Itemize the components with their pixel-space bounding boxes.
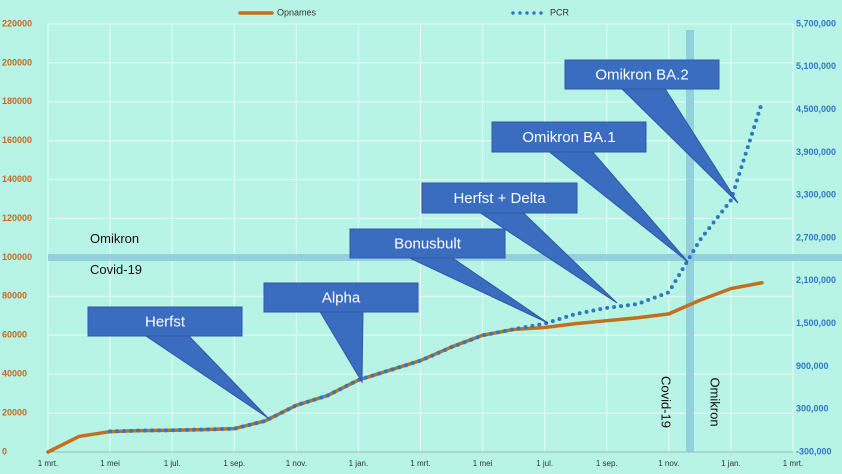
legend-label: Opnames (277, 7, 317, 17)
callout-label: Omikron BA.1 (522, 129, 615, 146)
y-tick-label: 200000 (2, 57, 32, 67)
x-tick-label: 1 nov. (286, 459, 307, 468)
y2-tick-label: 2,100,000 (796, 275, 836, 285)
y2-tick-label: 300,000 (796, 404, 829, 414)
y2-tick-label: 1,500,000 (796, 318, 836, 328)
x-tick-label: 1 sep. (223, 459, 245, 468)
callout-pointer (318, 309, 364, 384)
x-tick-label: 1 jan. (721, 459, 741, 468)
y2-tick-label: 900,000 (796, 361, 829, 371)
legend-label: PCR (550, 7, 570, 17)
callout-pointer (141, 333, 269, 419)
y2-tick-label: 4,500,000 (796, 104, 836, 114)
y2-tick-label: 5,700,000 (796, 18, 836, 28)
x-tick-label: 1 jan. (349, 459, 369, 468)
callout: Herfst (87, 306, 269, 419)
x-tick-label: 1 mrt. (38, 459, 58, 468)
vertical-label: Covid-19 (659, 376, 674, 428)
y-tick-label: 180000 (2, 96, 32, 106)
y2-tick-label: 3,900,000 (796, 147, 836, 157)
y-tick-label: 20000 (2, 407, 27, 417)
y2-tick-label: 2,700,000 (796, 232, 836, 242)
callout-label: Bonusbult (394, 235, 462, 252)
y-tick-label: 60000 (2, 330, 27, 340)
callout-pointer (405, 255, 549, 324)
callout-label: Alpha (322, 289, 361, 306)
x-tick-label: 1 jul. (536, 459, 553, 468)
x-tick-label: 1 mrt. (410, 459, 430, 468)
vertical-label: Omikron (708, 377, 723, 426)
x-tick-label: 1 sep. (596, 459, 618, 468)
callout-box (421, 182, 578, 214)
callout-label: Herfst + Delta (453, 190, 546, 207)
reference-label: Omikron (90, 231, 139, 246)
x-tick-label: 1 jul. (164, 459, 181, 468)
x-tick-label: 1 nov. (658, 459, 679, 468)
reference-label: Covid-19 (90, 262, 142, 277)
callout-box (349, 228, 506, 259)
x-tick-label: 1 mrt. (783, 459, 803, 468)
callout-label: Herfst (145, 313, 186, 330)
y-tick-label: 40000 (2, 369, 27, 379)
callout: Alpha (263, 282, 419, 384)
callout-label: Omikron BA.2 (595, 66, 688, 83)
y-tick-label: 120000 (2, 213, 32, 223)
callout: Omikron BA.1 (491, 121, 689, 263)
callout: Omikron BA.2 (564, 59, 739, 204)
callout-box (87, 306, 243, 337)
y-tick-label: 160000 (2, 135, 32, 145)
y-tick-label: 0 (2, 446, 7, 456)
y-tick-label: 140000 (2, 174, 32, 184)
y2-tick-label: -300,000 (796, 446, 832, 456)
callout: Herfst + Delta (421, 182, 618, 304)
callout-box (491, 121, 647, 153)
callout-box (564, 59, 720, 90)
callout-box (263, 282, 419, 313)
y-tick-label: 100000 (2, 252, 32, 262)
x-tick-label: 1 mei (473, 459, 493, 468)
y-tick-label: 220000 (2, 18, 32, 28)
y2-tick-label: 5,100,000 (796, 61, 836, 71)
callout: Bonusbult (349, 228, 549, 324)
x-tick-label: 1 mei (100, 459, 120, 468)
y2-tick-label: 3,300,000 (796, 190, 836, 200)
series-line (108, 100, 764, 434)
y-tick-label: 80000 (2, 291, 27, 301)
